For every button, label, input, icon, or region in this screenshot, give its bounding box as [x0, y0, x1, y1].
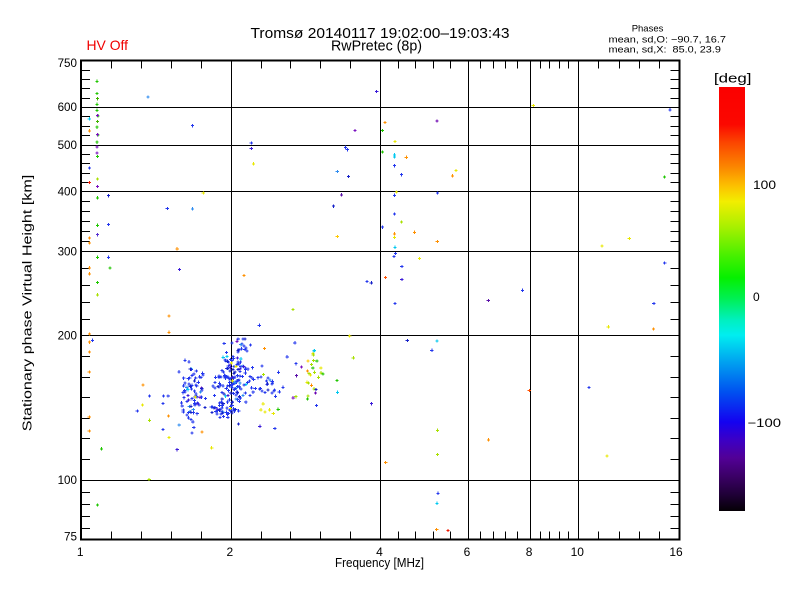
svg-text:[deg]: [deg]	[714, 72, 752, 86]
svg-text:500: 500	[58, 138, 78, 152]
svg-text:Stationary phase Virtual Heigh: Stationary phase Virtual Height [km]	[20, 175, 35, 432]
svg-text:Tromsø 20140117 19:02:00–19:03: Tromsø 20140117 19:02:00–19:03:43	[251, 25, 510, 42]
svg-text:Frequency [MHz]: Frequency [MHz]	[335, 555, 424, 570]
svg-text:2: 2	[226, 545, 233, 559]
svg-text:HV Off: HV Off	[87, 37, 129, 53]
svg-text:300: 300	[58, 244, 78, 258]
svg-text:4: 4	[376, 545, 383, 559]
svg-text:100: 100	[58, 473, 78, 487]
svg-text:mean, sd,X: 85.0, 23.9: mean, sd,X: 85.0, 23.9	[609, 45, 721, 56]
svg-text:0: 0	[753, 290, 760, 304]
svg-text:10: 10	[571, 545, 585, 559]
svg-text:750: 750	[58, 56, 78, 70]
svg-text:RwPretec (8p): RwPretec (8p)	[331, 38, 422, 55]
svg-text:6: 6	[464, 545, 471, 559]
svg-text:1: 1	[77, 545, 84, 559]
svg-text:−100: −100	[748, 416, 782, 430]
svg-text:Phases: Phases	[632, 24, 664, 35]
svg-text:8: 8	[526, 545, 533, 559]
svg-text:16: 16	[669, 545, 683, 559]
svg-text:200: 200	[58, 329, 78, 343]
svg-text:100: 100	[753, 178, 776, 192]
svg-text:mean, sd,O: −90.7, 16.7: mean, sd,O: −90.7, 16.7	[609, 34, 727, 45]
svg-text:400: 400	[58, 184, 78, 198]
svg-text:75: 75	[64, 530, 77, 544]
svg-text:600: 600	[58, 100, 78, 114]
